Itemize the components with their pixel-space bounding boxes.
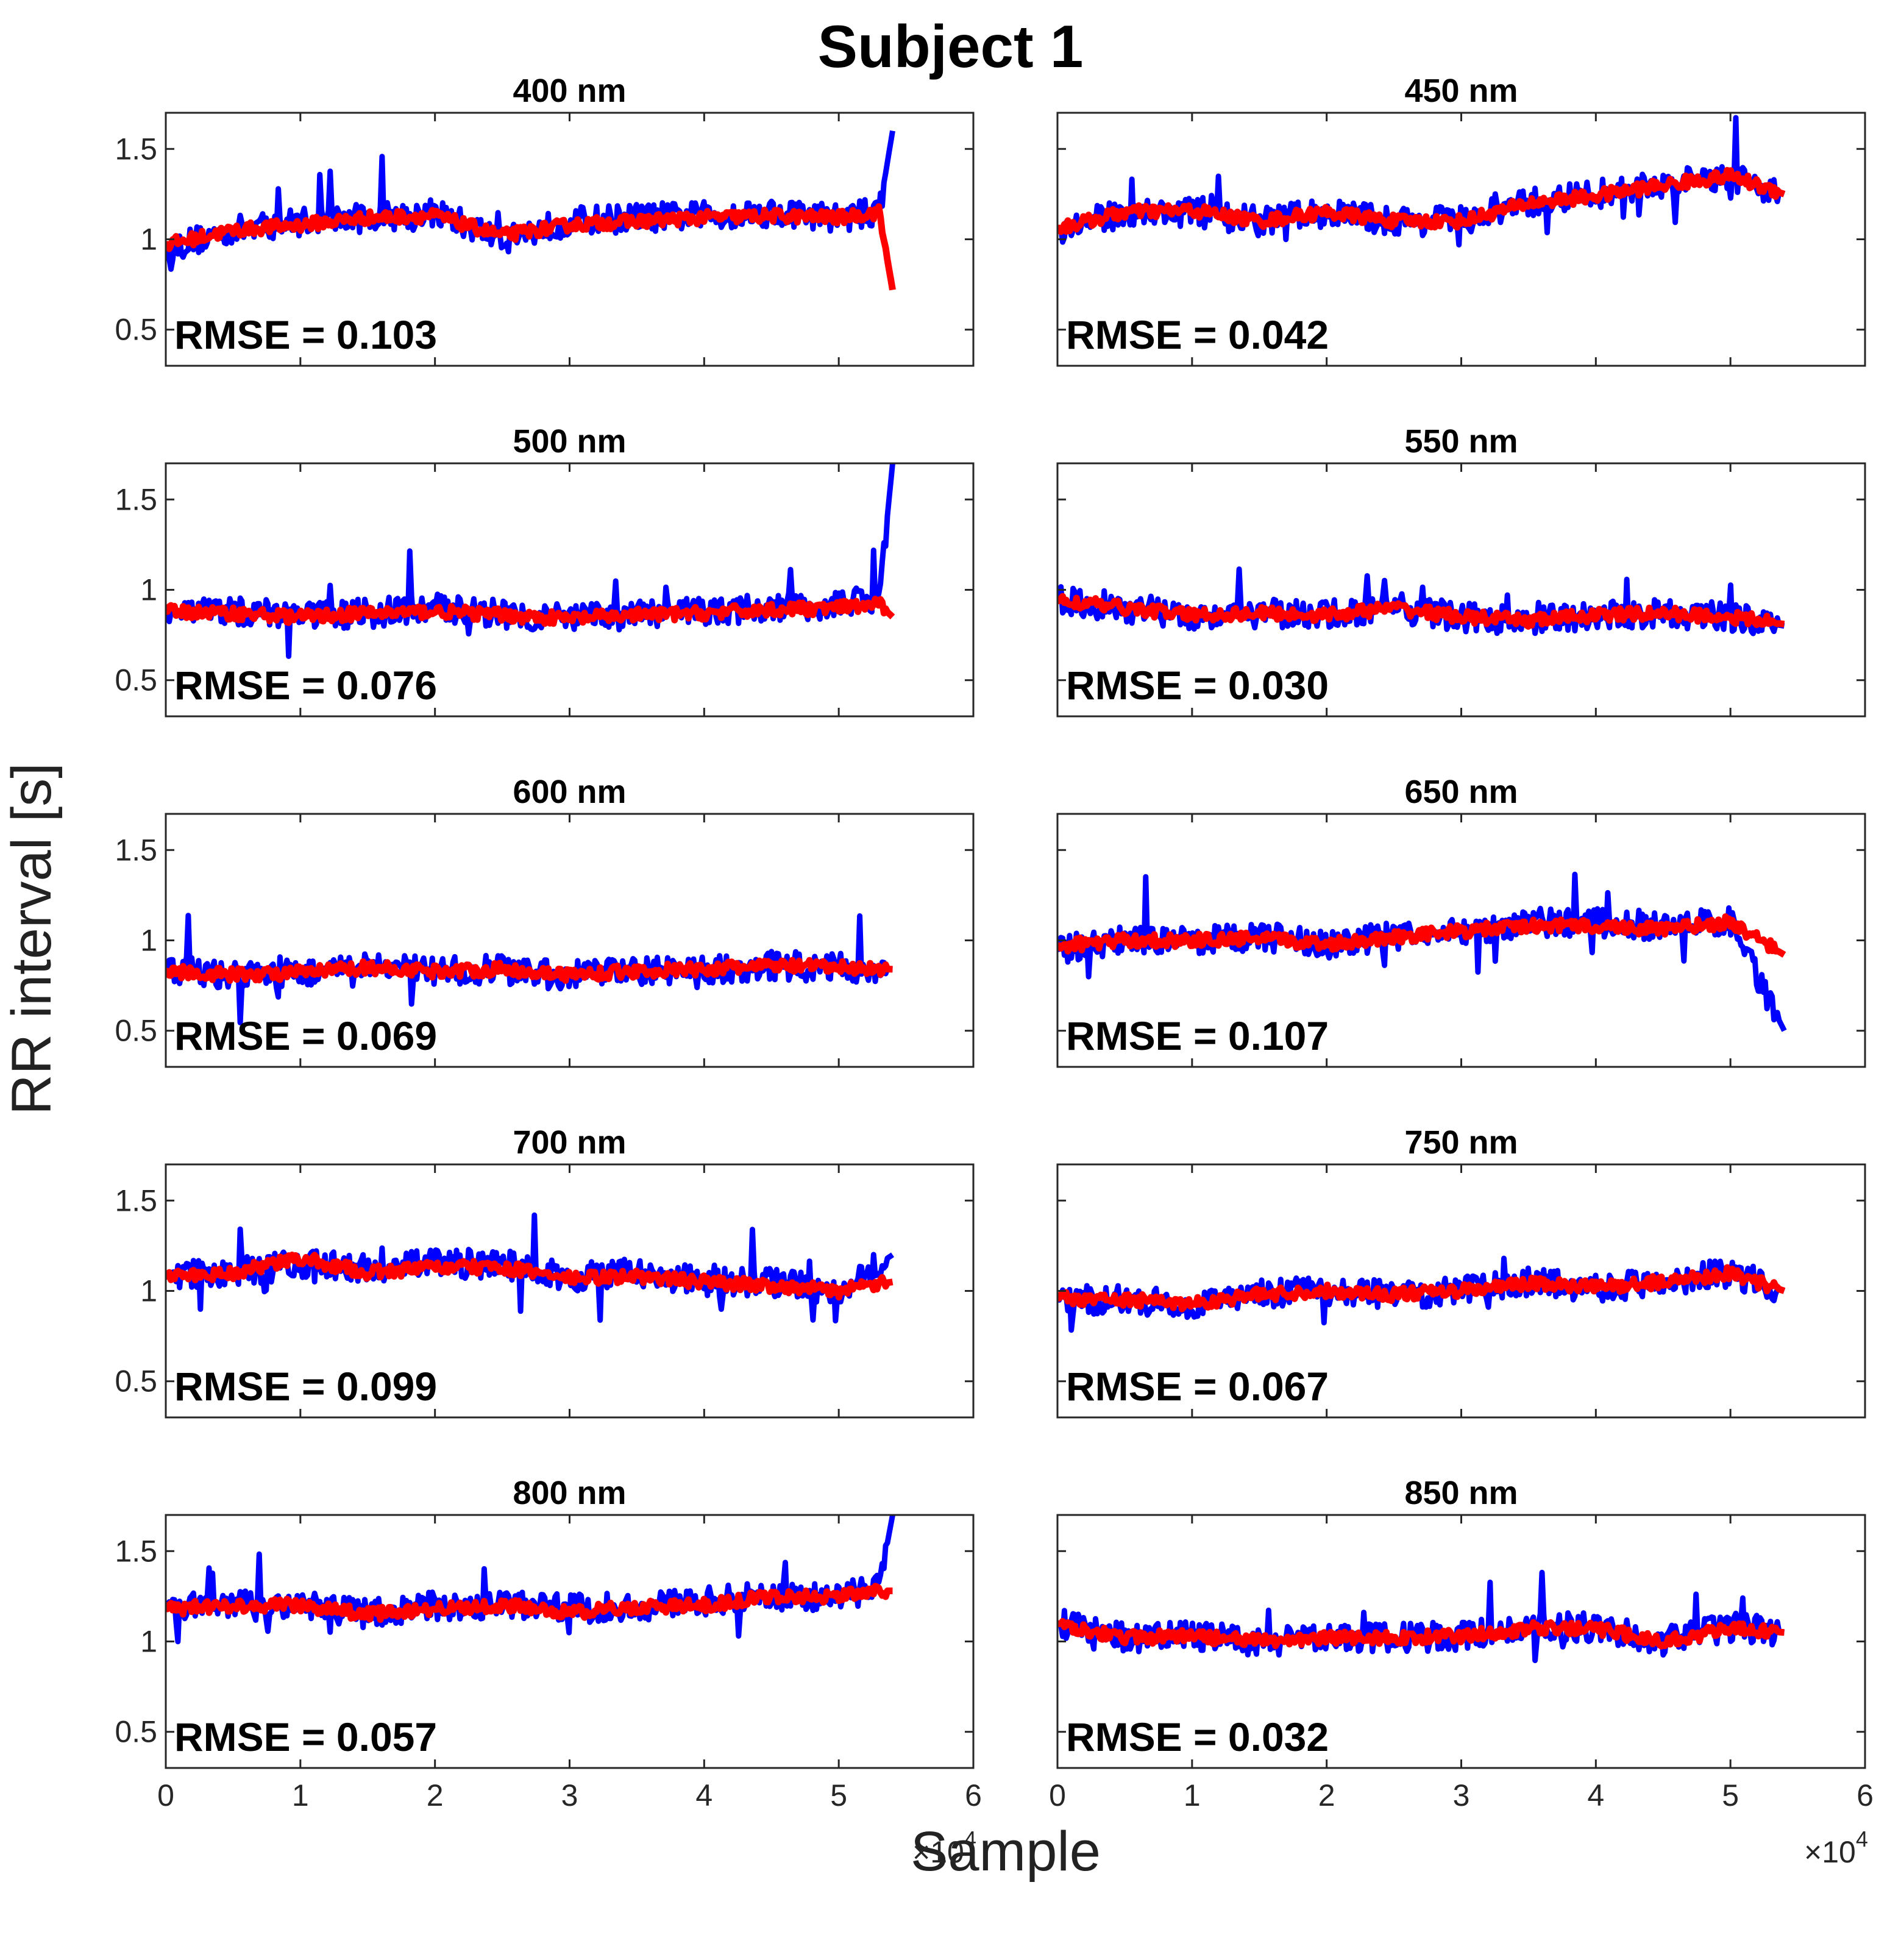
series-group — [1057, 1569, 1786, 1664]
subplot-title: 600 nm — [513, 774, 626, 810]
y-tick-label: 1 — [140, 573, 157, 607]
series-line-estimated — [1057, 166, 1786, 235]
series-group — [166, 463, 895, 659]
y-tick-label: 0.5 — [115, 1014, 157, 1048]
subplot-title: 550 nm — [1404, 423, 1518, 460]
rmse-annotation: RMSE = 0.076 — [174, 663, 437, 708]
y-tick-label: 1 — [140, 924, 157, 958]
series-line-estimated — [166, 957, 895, 984]
series-line-estimated — [166, 203, 896, 291]
subplot-title: 750 nm — [1404, 1124, 1518, 1161]
x-tick-label: 2 — [1318, 1778, 1335, 1812]
subplot-400-nm: 0.5 1 1.5 400 nm RMSE = 0.103 — [115, 73, 975, 367]
series-group — [1057, 871, 1787, 1032]
y-tick-label: 1.5 — [115, 1534, 157, 1568]
series-line-measured — [1057, 871, 1787, 1032]
series-line-measured — [166, 1515, 895, 1645]
series-line-estimated — [1057, 913, 1786, 958]
rmse-annotation: RMSE = 0.103 — [174, 312, 437, 357]
series-line-measured — [166, 463, 895, 659]
series-line-estimated — [166, 596, 895, 627]
subplot-600-nm: 0.5 1 1.5 600 nm RMSE = 0.069 — [115, 774, 975, 1068]
x-tick-label: 6 — [965, 1778, 982, 1812]
series-group — [1057, 1255, 1786, 1333]
subplot-800-nm: 0.5 1 1.5 0 1 2 3 4 5 6 ×104 800 nm RMSE = 0.057 — [115, 1475, 981, 1869]
subplot-title: 450 nm — [1404, 73, 1518, 109]
series-line-estimated — [166, 1583, 895, 1623]
y-tick-label: 1.5 — [115, 132, 157, 166]
y-tick-label: 0.5 — [115, 1364, 157, 1399]
rmse-annotation: RMSE = 0.032 — [1066, 1714, 1329, 1759]
series-group — [166, 913, 895, 1025]
rmse-annotation: RMSE = 0.099 — [174, 1364, 437, 1409]
y-tick-label: 0.5 — [115, 1715, 157, 1749]
series-line-estimated — [1057, 1264, 1786, 1313]
series-line-measured — [1057, 566, 1786, 636]
y-tick-label: 1.5 — [115, 1183, 157, 1217]
x-tick-label: 1 — [1184, 1778, 1201, 1812]
x-tick-label: 4 — [695, 1778, 712, 1812]
series-line-measured — [1057, 1255, 1786, 1333]
x-exponent-label: ×104 — [1804, 1826, 1868, 1869]
y-tick-label: 1 — [140, 1274, 157, 1308]
y-tick-label: 0.5 — [115, 313, 157, 347]
subplot-750-nm: 750 nm RMSE = 0.067 — [1056, 1124, 1866, 1419]
series-line-measured — [1057, 1569, 1786, 1664]
x-tick-label: 3 — [1453, 1778, 1470, 1812]
series-group — [1057, 566, 1786, 636]
x-tick-label: 6 — [1857, 1778, 1874, 1812]
x-tick-label: 1 — [292, 1778, 309, 1812]
series-group — [166, 1515, 895, 1645]
x-tick-label: 2 — [427, 1778, 444, 1812]
subplot-title: 400 nm — [513, 73, 626, 109]
x-tick-label: 5 — [830, 1778, 847, 1812]
x-tick-label: 0 — [1049, 1778, 1066, 1812]
x-exponent-label: ×104 — [912, 1826, 976, 1869]
x-tick-label: 3 — [561, 1778, 578, 1812]
series-line-estimated — [166, 1252, 895, 1301]
series-group — [1057, 115, 1786, 248]
subplot-450-nm: 450 nm RMSE = 0.042 — [1056, 73, 1866, 367]
y-tick-label: 1 — [140, 1625, 157, 1659]
rmse-annotation: RMSE = 0.069 — [174, 1013, 437, 1058]
subplot-title: 650 nm — [1404, 774, 1518, 810]
subplot-title: 700 nm — [513, 1124, 626, 1161]
subplot-550-nm: 550 nm RMSE = 0.030 — [1056, 423, 1866, 718]
series-line-measured — [166, 130, 895, 272]
figure-title: Subject 1 — [817, 13, 1084, 80]
x-tick-label: 5 — [1722, 1778, 1739, 1812]
subplot-700-nm: 0.5 1 1.5 700 nm RMSE = 0.099 — [115, 1124, 975, 1419]
series-group — [166, 1212, 895, 1324]
subplot-title: 800 nm — [513, 1475, 626, 1511]
x-exponent-power: 4 — [964, 1826, 976, 1851]
rmse-annotation: RMSE = 0.107 — [1066, 1013, 1329, 1058]
x-axis-label: Sample — [911, 1820, 1101, 1883]
series-line-estimated — [1057, 1618, 1786, 1650]
subplot-title: 850 nm — [1404, 1475, 1518, 1511]
rmse-annotation: RMSE = 0.067 — [1066, 1364, 1329, 1409]
rmse-annotation: RMSE = 0.057 — [174, 1714, 437, 1759]
y-tick-label: 0.5 — [115, 663, 157, 697]
series-line-estimated — [1057, 593, 1786, 630]
rmse-annotation: RMSE = 0.042 — [1066, 312, 1329, 357]
rmse-annotation: RMSE = 0.030 — [1066, 663, 1329, 708]
y-tick-label: 1.5 — [115, 833, 157, 867]
subplot-title: 500 nm — [513, 423, 626, 460]
subplot-500-nm: 0.5 1 1.5 500 nm RMSE = 0.076 — [115, 423, 975, 718]
y-tick-label: 1.5 — [115, 482, 157, 516]
series-group — [166, 130, 896, 291]
x-tick-label: 0 — [157, 1778, 174, 1812]
subplot-650-nm: 650 nm RMSE = 0.107 — [1056, 774, 1866, 1068]
y-tick-label: 1 — [140, 223, 157, 257]
x-exponent-power: 4 — [1856, 1826, 1868, 1851]
x-tick-label: 4 — [1587, 1778, 1604, 1812]
subplot-850-nm: 0 1 2 3 4 5 6 ×104 850 nm RMSE = 0.032 — [1049, 1475, 1874, 1869]
